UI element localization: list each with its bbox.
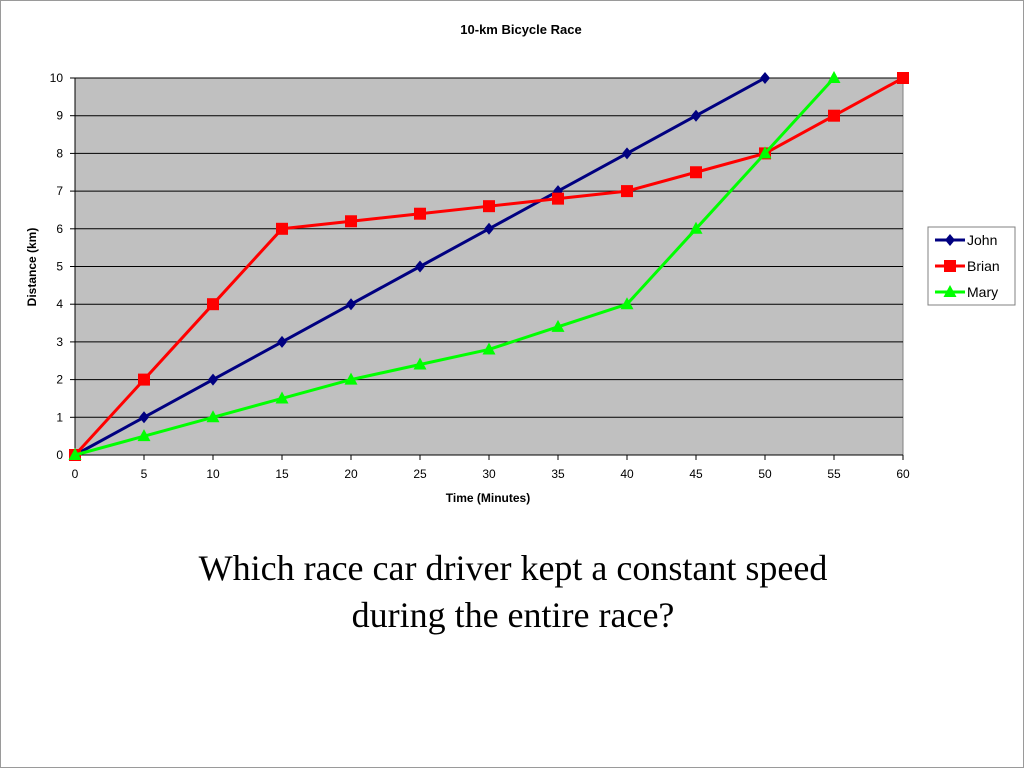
data-point-brian	[414, 207, 426, 220]
data-point-mary	[827, 71, 841, 83]
question-line-2: during the entire race?	[351, 595, 675, 635]
y-tick-label: 4	[56, 297, 63, 311]
y-tick-label: 5	[56, 260, 63, 274]
data-point-mary	[482, 342, 496, 355]
data-point-brian	[276, 222, 288, 235]
chart-title: 10-km Bicycle Race	[460, 22, 581, 37]
legend-label-mary: Mary	[967, 284, 998, 300]
data-point-brian	[828, 109, 840, 122]
data-point-john	[208, 373, 218, 386]
data-point-mary	[68, 448, 82, 460]
legend-marker-john	[945, 234, 955, 246]
data-point-mary	[344, 372, 358, 385]
series-mary	[68, 71, 841, 460]
data-point-john	[277, 335, 287, 348]
y-tick-label: 1	[56, 410, 63, 424]
data-point-mary	[689, 221, 703, 234]
data-point-brian	[552, 192, 564, 205]
x-tick-label: 15	[275, 467, 289, 481]
legend-marker-mary	[943, 285, 957, 297]
data-point-john	[760, 72, 770, 84]
data-point-brian	[621, 185, 633, 198]
y-tick-label: 2	[56, 373, 63, 387]
x-tick-label: 35	[551, 467, 565, 481]
legend-label-john: John	[967, 232, 997, 248]
y-tick-label: 10	[50, 71, 64, 85]
data-point-mary	[551, 319, 565, 332]
y-axis-title: Distance (km)	[25, 228, 39, 307]
x-tick-label: 10	[206, 467, 220, 481]
data-point-brian	[207, 298, 219, 311]
data-point-brian	[345, 215, 357, 228]
x-tick-label: 50	[758, 467, 772, 481]
x-tick-label: 30	[482, 467, 496, 481]
data-point-mary	[620, 297, 634, 310]
y-tick-label: 6	[56, 222, 63, 236]
question-line-1: Which race car driver kept a constant sp…	[198, 548, 828, 588]
data-point-john	[139, 411, 149, 424]
data-point-john	[691, 109, 701, 122]
series-group	[68, 71, 909, 461]
data-point-brian	[690, 166, 702, 179]
y-tick-label: 3	[56, 335, 63, 349]
data-point-john	[415, 260, 425, 273]
x-tick-label: 40	[620, 467, 634, 481]
question-text: Which race car driver kept a constant sp…	[1, 545, 1024, 639]
x-tick-label: 0	[72, 467, 79, 481]
data-point-brian	[138, 373, 150, 386]
data-point-mary	[206, 410, 220, 423]
x-tick-label: 20	[344, 467, 358, 481]
data-point-john	[622, 147, 632, 160]
data-point-mary	[275, 391, 289, 404]
series-line-mary	[74, 76, 836, 457]
data-point-mary	[137, 429, 151, 442]
x-tick-label: 60	[896, 467, 910, 481]
x-tick-label: 5	[141, 467, 148, 481]
x-tick-label: 55	[827, 467, 841, 481]
legend: John Brian Mary	[927, 226, 1016, 306]
series-john	[70, 72, 770, 461]
y-tick-label: 8	[56, 146, 63, 160]
y-tick-label: 9	[56, 109, 63, 123]
x-tick-label: 25	[413, 467, 427, 481]
y-tick-label: 0	[56, 448, 63, 462]
legend-label-brian: Brian	[967, 258, 1000, 274]
data-point-john	[346, 298, 356, 311]
data-point-brian	[897, 72, 909, 84]
x-tick-label: 45	[689, 467, 703, 481]
axes	[70, 77, 904, 460]
data-point-mary	[413, 357, 427, 370]
x-axis-title: Time (Minutes)	[446, 491, 530, 505]
data-point-brian	[483, 200, 495, 213]
data-point-mary	[758, 146, 772, 159]
data-point-john	[484, 222, 494, 235]
legend-marker-brian	[944, 260, 956, 272]
y-tick-label: 7	[56, 184, 63, 198]
